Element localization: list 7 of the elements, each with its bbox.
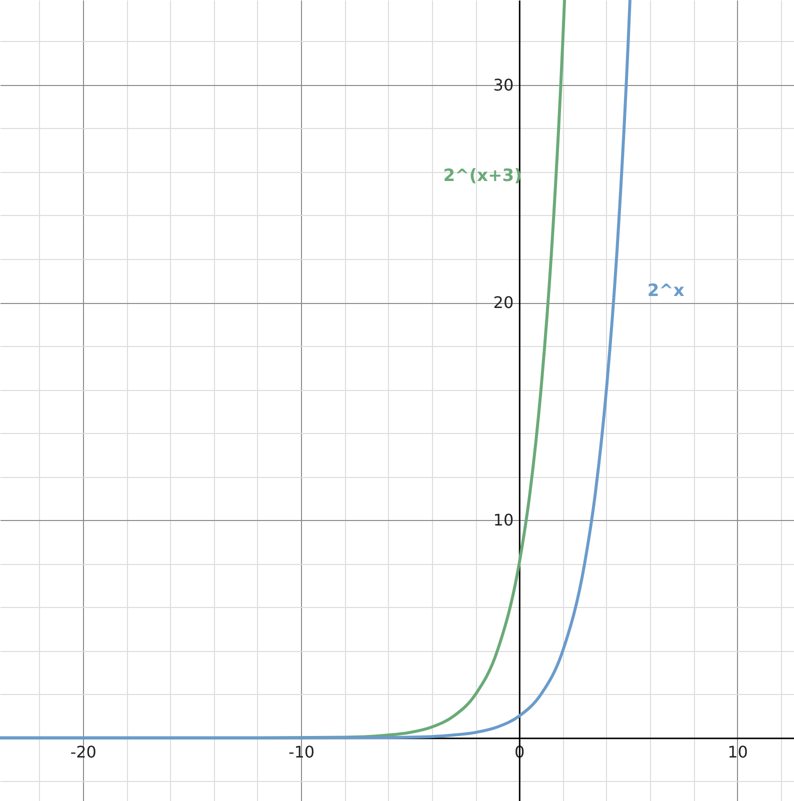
y-tick-label: 30 (493, 75, 514, 94)
series-label: 2^x (647, 280, 684, 301)
x-tick-label: -10 (288, 742, 315, 762)
x-tick-label: -20 (70, 742, 96, 762)
y-tick-label: 20 (493, 293, 514, 312)
x-tick-label: 10 (728, 742, 748, 762)
y-tick-label: 10 (493, 510, 514, 530)
